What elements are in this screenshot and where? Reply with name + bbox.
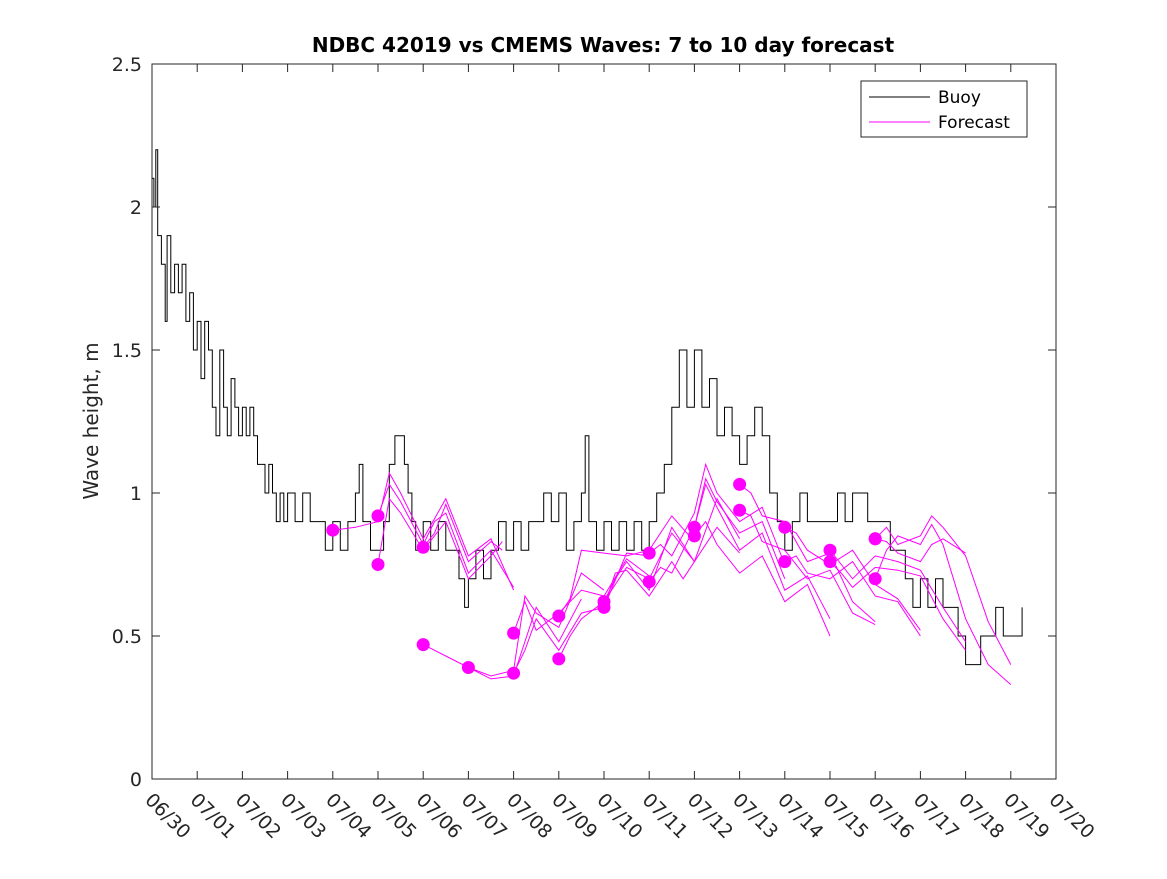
legend-label-buoy: Buoy: [938, 88, 981, 108]
plot-area: [152, 149, 1023, 685]
series-line-buoy: [152, 149, 1023, 666]
series-line-forecast: [422, 503, 503, 563]
y-tick-label: 1: [130, 483, 142, 505]
series-line-forecast: [377, 483, 515, 588]
series-line-forecast: [784, 526, 921, 631]
series-line-forecast: [829, 549, 967, 642]
legend-label-forecast: Forecast: [938, 113, 1010, 133]
y-tick-label: 2: [130, 197, 142, 219]
series-line-forecast: [513, 558, 650, 634]
series-line-forecast: [468, 572, 605, 677]
forecast-start-point: [778, 520, 792, 534]
forecast-start-point: [778, 555, 792, 569]
y-tick-label: 2.5: [112, 54, 142, 76]
series-line-forecast: [784, 555, 921, 637]
forecast-start-point: [687, 529, 701, 543]
series-line-forecast: [332, 471, 515, 591]
forecast-start-point: [552, 652, 566, 666]
y-tick-label: 0.5: [112, 626, 142, 648]
y-axis: 0 0.5 1 1.5 2 2.5: [112, 54, 1056, 791]
forecast-start-point: [823, 543, 837, 557]
chart-title: NDBC 42019 vs CMEMS Waves: 7 to 10 day f…: [312, 33, 895, 57]
forecast-start-point: [733, 503, 747, 517]
series-line-forecast: [875, 538, 966, 563]
series-line-forecast: [739, 484, 876, 623]
series-line-forecast: [377, 497, 503, 580]
forecast-start-point: [733, 477, 747, 491]
legend-box: [860, 80, 1028, 138]
legend: Buoy Forecast: [860, 80, 1028, 138]
series-line-forecast: [603, 497, 741, 602]
forecast-start-point: [868, 532, 882, 546]
forecast-start-point: [507, 666, 521, 680]
y-tick-label: 0: [130, 769, 142, 791]
series-line-forecast: [694, 520, 831, 637]
series-line-forecast: [693, 482, 831, 620]
forecast-start-point: [868, 572, 882, 586]
series-line-forecast: [558, 515, 695, 617]
forecast-start-point: [416, 638, 430, 652]
series-line-forecast: [829, 561, 967, 651]
forecast-start-point: [326, 523, 340, 537]
series-line-forecast: [558, 532, 695, 660]
forecast-start-point: [823, 555, 837, 569]
forecast-start-point: [507, 626, 521, 640]
forecast-start-point: [416, 540, 430, 554]
forecast-start-point: [552, 609, 566, 623]
series-line-forecast: [874, 515, 1012, 665]
forecast-start-point: [371, 509, 385, 523]
y-axis-label: Wave height, m: [79, 342, 103, 499]
series-line-forecast: [648, 462, 786, 565]
forecast-start-point: [461, 661, 475, 674]
forecast-start-point: [597, 600, 611, 614]
series-line-forecast: [513, 552, 650, 674]
series-line-forecast: [603, 526, 740, 608]
forecast-start-point: [642, 546, 656, 560]
y-tick-label: 1.5: [112, 340, 142, 362]
series-line-forecast: [422, 598, 582, 680]
series-line-forecast: [739, 509, 876, 626]
forecast-start-point: [371, 558, 385, 571]
forecast-start-point: [642, 575, 656, 589]
